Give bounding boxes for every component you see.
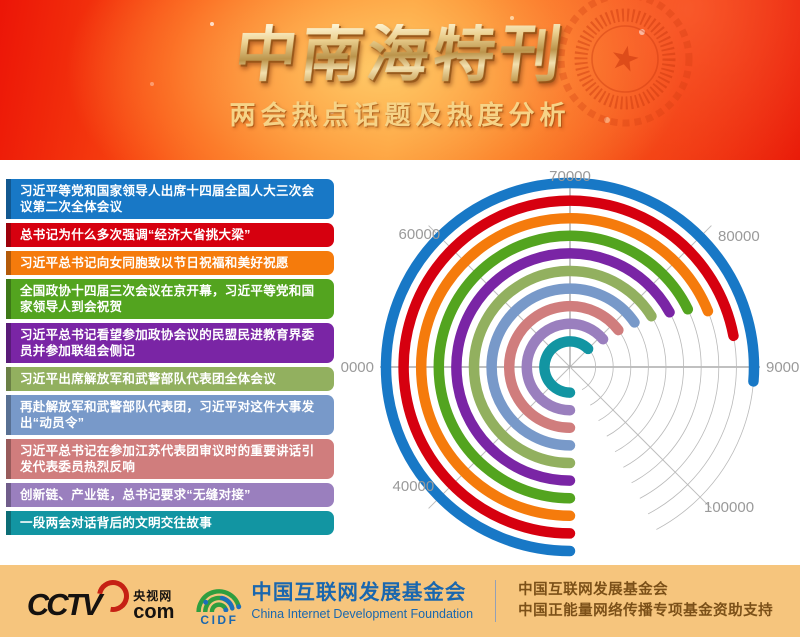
footer-divider [495,580,497,622]
page-subtitle: 两会热点话题及热度分析 [229,101,571,130]
polar-chart-svg: 40000 50000 60000 70000 80000 90000 100000 [332,168,800,564]
cctv-cn-name: 央视网 [133,589,173,603]
cidf-abbr-text: CIDF [200,612,239,627]
footer: CCTV 央视网 com [0,565,800,637]
axis-tick-label-60000: 60000 [399,226,441,243]
topic-bar-4: 全国政协十四届三次会议在京开幕，习近平等党和国家领导人到会祝贺 [6,279,334,319]
ring-arc-3 [415,213,714,522]
ring-arc-2 [398,195,739,539]
topic-label: 习近平总书记看望参加政协会议的民盟民进教育界委员并参加联组会侧记 [20,328,315,358]
cidf-en-name: China Internet Development Foundation [251,606,474,621]
topic-bar-1: 习近平等党和国家领导人出席十四届全国人大三次会议第二次全体会议 [6,179,334,219]
axis-tick-label-90000: 90000 [766,359,800,376]
ring-arc-9 [521,318,609,416]
ring-arc-5 [451,248,675,486]
support-line-1: 中国互联网发展基金会 [518,581,669,598]
topic-bar-8: 习近平总书记在参加江苏代表团审议时的重要讲话引发代表委员热烈反响 [6,439,334,479]
topic-label: 习近平等党和国家领导人出席十四届全国人大三次会议第二次全体会议 [20,184,315,214]
cctv-logo: CCTV 央视网 com [26,573,175,623]
support-text-block: 中国互联网发展基金会 中国正能量网络传播专项基金资助支持 [518,580,773,622]
topic-label: 总书记为什么多次强调“经济大省挑大梁” [20,228,251,242]
topic-label: 全国政协十四届三次会议在京开幕，习近平等党和国家领导人到会祝贺 [20,284,315,314]
cidf-fan-icon [196,588,242,612]
topic-label: 一段两会对话背后的文明交往故事 [20,516,213,530]
ring-arc-1 [380,177,760,557]
axis-tick-label-50000: 50000 [340,359,374,376]
polar-heat-chart: 40000 50000 60000 70000 80000 90000 100000 [332,160,800,565]
ring-arc-4 [433,230,694,504]
cidf-logo: CIDF 中国互联网发展基金会 China Internet Developme… [196,576,473,627]
topic-bar-3: 习近平总书记向女同胞致以节日祝福和美好祝愿 [6,251,334,275]
support-line-2: 中国正能量网络传播专项基金资助支持 [518,603,774,619]
topic-bar-7: 再赴解放军和武警部队代表团，习近平对这件大事发出“动员令” [6,395,334,435]
cidf-cn-name: 中国互联网发展基金会 [251,581,467,605]
axis-tick-label-100000: 100000 [704,499,754,516]
header-banner: ★ 中南海特刊 两会热点话题及热度分析 [0,0,800,160]
axis-tick-label-80000: 80000 [718,228,760,245]
axis-tick-label-70000: 70000 [549,168,591,185]
ring-arc-6 [468,265,657,469]
topic-bar-9: 创新链、产业链，总书记要求“无缝对接” [6,483,334,507]
sparkles-decoration [210,22,214,26]
ring-arc-7 [486,283,640,451]
topic-bar-6: 习近平出席解放军和武警部队代表团全体会议 [6,367,334,391]
topic-bar-10: 一段两会对话背后的文明交往故事 [6,511,334,535]
topic-label: 习近平总书记向女同胞致以节日祝福和美好祝愿 [20,256,289,270]
topic-label: 再赴解放军和武警部队代表团，习近平对这件大事发出“动员令” [20,400,315,430]
cctv-dotcom-text: com [133,601,175,623]
topic-label: 习近平出席解放军和武警部队代表团全体会议 [20,372,277,386]
ring-arc-10 [539,336,594,398]
topic-label: 创新链、产业链，总书记要求“无缝对接” [20,488,251,502]
topic-label: 习近平总书记在参加江苏代表团审议时的重要讲话引发代表委员热烈反响 [20,444,315,474]
main-content: 习近平等党和国家领导人出席十四届全国人大三次会议第二次全体会议总书记为什么多次强… [0,160,800,565]
gap-wedge [564,367,663,564]
topics-legend: 习近平等党和国家领导人出席十四届全国人大三次会议第二次全体会议总书记为什么多次强… [6,179,334,535]
axis-tick-label-40000: 40000 [393,478,435,495]
emblem-inner-circle [591,25,659,93]
page-title: 中南海特刊 [230,21,570,89]
emblem-gear-star-icon: ★ [557,0,693,127]
topic-bar-2: 总书记为什么多次强调“经济大省挑大梁” [6,223,334,247]
ring-arc-8 [503,301,624,434]
emblem-scallop-ring [557,0,693,127]
emblem-tick-ring [574,8,676,110]
cctv-brand-text: CCTV [26,587,102,623]
topic-bar-5: 习近平总书记看望参加政协会议的民盟民进教育界委员并参加联组会侧记 [6,323,334,363]
